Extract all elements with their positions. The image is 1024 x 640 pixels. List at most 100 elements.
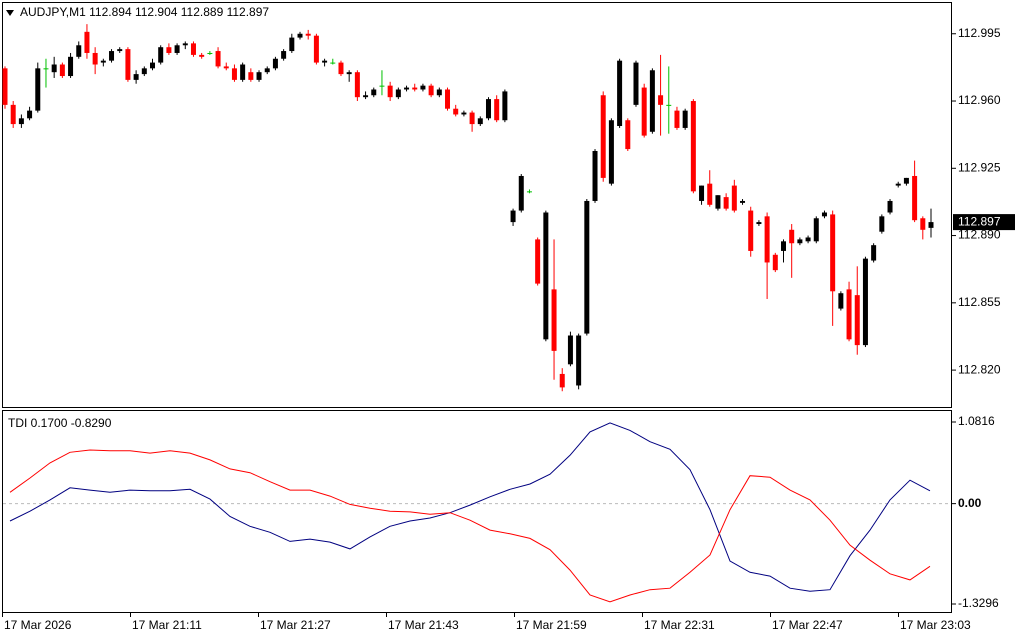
candle-body [412, 87, 418, 90]
candle-body [854, 295, 860, 346]
candle-body [830, 214, 836, 292]
candle-body [404, 87, 410, 90]
candle-body [502, 91, 508, 121]
candle-body [666, 104, 672, 106]
candle-body [297, 33, 303, 38]
candle-body [912, 175, 918, 221]
candle-body [748, 210, 754, 251]
candle-body [756, 222, 762, 225]
candle-body [699, 185, 705, 201]
candle-body [469, 112, 475, 125]
y-tick-label: 112.890 [958, 228, 1001, 242]
candle-body [518, 175, 524, 211]
y-tick-label: 112.820 [958, 362, 1001, 376]
candle-body [330, 62, 336, 64]
candle-body [846, 289, 852, 340]
candle-body [182, 43, 188, 46]
candle-body [420, 85, 426, 90]
candle-body [51, 64, 57, 73]
candle-body [780, 241, 786, 251]
candle-body [84, 31, 90, 53]
y-tick-label: 112.995 [958, 26, 1001, 40]
candle-body [445, 89, 451, 109]
candle-body [150, 62, 156, 69]
candle-body [395, 89, 401, 98]
candle-body [43, 68, 49, 70]
x-tick-label: 17 Mar 21:59 [516, 618, 587, 632]
candle-body [27, 110, 33, 119]
candle-body [641, 87, 647, 136]
candle-body [248, 72, 254, 80]
candle-body [625, 120, 631, 150]
candle-body [125, 49, 131, 80]
candle-body [567, 335, 573, 365]
candle-body [494, 99, 500, 121]
candle-body [928, 222, 934, 228]
candle-body [526, 191, 532, 193]
candle-body [543, 212, 549, 340]
candle-body [879, 216, 885, 232]
x-tick-label: 17 Mar 21:27 [260, 618, 331, 632]
candle-body [576, 335, 582, 386]
candle-body [346, 72, 352, 75]
x-tick-label: 17 Mar 23:03 [900, 618, 971, 632]
candle-body [649, 70, 655, 132]
y-tick-label: 0.00 [958, 496, 982, 510]
candle-body [821, 212, 827, 217]
candle-body [240, 64, 246, 80]
indicator-line [9, 449, 931, 603]
candle-body [658, 95, 664, 105]
candle-body [608, 120, 614, 184]
candle-body [190, 43, 196, 55]
candle-body [674, 110, 680, 128]
candle-body [633, 62, 639, 105]
candle-body [436, 89, 442, 96]
candle-body [166, 47, 172, 53]
candle-body [740, 200, 746, 203]
price-tag [953, 214, 1015, 231]
price-tag-label: 112.897 [958, 214, 1001, 228]
candle-body [2, 68, 8, 105]
candle-body [92, 52, 98, 65]
candle-body [35, 68, 41, 111]
candle-body [682, 110, 688, 128]
x-tick-label: 17 Mar 22:31 [644, 618, 715, 632]
candle-body [100, 60, 106, 63]
candle-body [871, 245, 877, 261]
y-tick-label: -1.3296 [958, 596, 999, 610]
candle-body [231, 68, 237, 80]
candle-body [559, 373, 565, 388]
candle-body [805, 237, 811, 242]
x-tick-label: 17 Mar 2026 [4, 618, 72, 632]
candle-body [461, 112, 467, 115]
candle-body [895, 183, 901, 186]
candle-body [600, 95, 606, 178]
candle-body [264, 68, 270, 73]
indicator-title: TDI 0.1700 -0.8290 [8, 416, 112, 430]
y-tick-label: 1.0816 [958, 414, 995, 428]
candle-body [428, 85, 434, 96]
candle-body [68, 56, 74, 77]
candle-body [18, 118, 24, 125]
candle-body [903, 177, 909, 184]
candle-body [207, 52, 213, 54]
candle-body [281, 51, 287, 59]
candle-body [338, 62, 344, 75]
candle-body [371, 89, 377, 96]
candle-body [141, 68, 147, 75]
candle-body [485, 99, 491, 119]
candle-body [256, 72, 262, 80]
candle-body [76, 45, 82, 57]
candle-body [387, 85, 393, 98]
y-tick-label: 112.960 [958, 93, 1001, 107]
candle-body [813, 218, 819, 242]
chart-title: AUDJPY,M1 112.894 112.904 112.889 112.89… [20, 5, 269, 19]
candle-body [10, 104, 16, 125]
candle-body [838, 293, 844, 309]
candle-body [117, 49, 123, 52]
candle-body [322, 60, 328, 63]
candle-body [772, 254, 778, 271]
candle-body [133, 74, 139, 80]
